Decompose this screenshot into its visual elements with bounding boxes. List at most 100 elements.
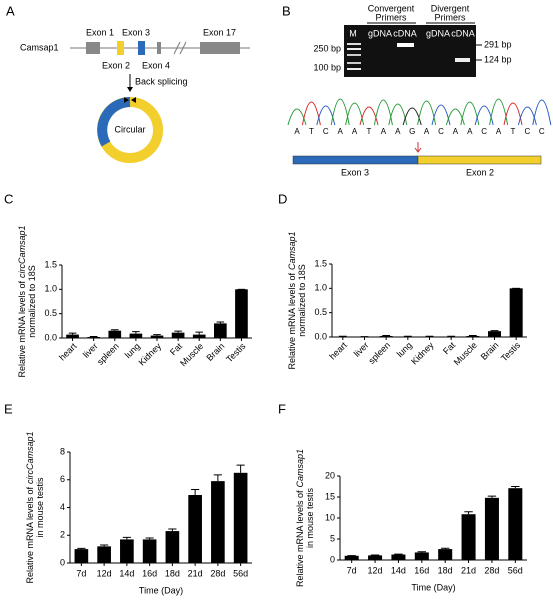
- error-bar: [195, 331, 204, 335]
- x-tick-label: 18d: [438, 565, 453, 575]
- exon-label: Exon 3: [341, 167, 369, 177]
- x-tick-label: Muscle: [178, 341, 205, 368]
- trace-peak: [359, 106, 379, 126]
- break-mark: [173, 41, 181, 55]
- y-axis-label-part: normalized to 18S: [297, 264, 307, 337]
- y-axis-label-part: Relative mRNA levels of: [25, 486, 35, 583]
- bar: [461, 514, 476, 560]
- bar: [509, 288, 523, 337]
- x-tick-label: heart: [57, 341, 79, 363]
- junction-arrow: [414, 142, 422, 153]
- x-tick-label: 16d: [414, 565, 429, 575]
- exon-box: [157, 42, 161, 54]
- error-bar: [417, 551, 427, 553]
- y-tick-label: 0: [330, 554, 335, 564]
- base-label: A: [424, 127, 430, 136]
- base-label: T: [367, 127, 372, 136]
- x-tick-label: Muscle: [452, 340, 479, 367]
- base-label: G: [409, 127, 415, 136]
- trace-peak: [445, 108, 465, 126]
- base-label: T: [511, 127, 516, 136]
- trace-peak: [474, 105, 494, 126]
- y-tick-label: 20: [325, 470, 335, 480]
- exon-box: [117, 41, 124, 55]
- x-tick-label: Kidney: [137, 341, 164, 368]
- bar: [129, 333, 143, 338]
- error-bar: [122, 536, 131, 540]
- base-label: A: [352, 127, 358, 136]
- gel-band: [397, 43, 414, 47]
- exon-label: Exon 3: [122, 27, 150, 37]
- exon-box: [86, 42, 100, 54]
- gel-band: [347, 48, 361, 50]
- trace-peak: [532, 99, 552, 126]
- bar: [211, 481, 225, 563]
- bar: [508, 488, 523, 560]
- error-bar: [191, 488, 200, 496]
- error-bar: [213, 474, 222, 482]
- error-bar: [440, 547, 450, 550]
- bar: [171, 332, 185, 338]
- exon-bar: [292, 155, 419, 165]
- arrow-head: [127, 87, 133, 92]
- bar: [368, 555, 383, 560]
- error-bar: [174, 330, 182, 333]
- bar: [120, 539, 134, 563]
- base-label: C: [525, 127, 531, 136]
- exon-label: Exon 17: [203, 27, 236, 37]
- arrow-label: Back splicing: [135, 76, 188, 86]
- y-axis-label-part: Relative mRNA levels of: [17, 280, 27, 377]
- primer-label: Divergent: [431, 3, 470, 13]
- x-tick-label: Kidney: [409, 340, 436, 367]
- base-label: C: [481, 127, 487, 136]
- y-tick-label: 0.5: [44, 308, 57, 318]
- x-tick-label: Testis: [224, 341, 248, 365]
- y-tick-label: 1.0: [44, 284, 57, 294]
- product-label: 124 bp: [484, 54, 512, 64]
- error-bar: [168, 528, 177, 532]
- bar: [379, 336, 393, 337]
- trace-peak: [287, 108, 307, 126]
- exon-label: Exon 2: [466, 167, 494, 177]
- error-bar: [110, 329, 119, 331]
- y-tick-label: 10: [325, 512, 335, 522]
- y-axis-label-gene: circCamsap1: [25, 431, 35, 484]
- x-tick-label: 28d: [210, 568, 225, 578]
- y-tick-label: 4: [60, 502, 65, 512]
- base-label: A: [381, 127, 387, 136]
- x-tick-label: Testis: [499, 340, 523, 364]
- y-tick-label: 0: [60, 557, 65, 567]
- y-axis-label-part: Relative mRNA levels of: [295, 490, 305, 587]
- x-tick-label: 12d: [97, 568, 112, 578]
- y-axis-label-gene: circCamsap1: [17, 225, 27, 278]
- trace-peak: [316, 105, 336, 126]
- base-label: A: [467, 127, 473, 136]
- panel-letter: D: [278, 191, 287, 206]
- primer-mark: [124, 97, 136, 103]
- x-tick-label: 28d: [484, 565, 499, 575]
- bar: [414, 552, 429, 560]
- bar: [214, 323, 227, 338]
- gel: [344, 25, 476, 77]
- y-axis-label-gene: Camsap1: [295, 449, 305, 488]
- y-tick-label: 8: [60, 446, 65, 456]
- primer-label: Primers: [376, 12, 407, 22]
- x-tick-label: 18d: [165, 568, 180, 578]
- exon-box: [200, 42, 240, 54]
- base-label: A: [294, 127, 300, 136]
- x-tick-label: liver: [352, 340, 371, 359]
- error-bar: [77, 547, 86, 550]
- bar: [438, 549, 453, 560]
- gel-band: [347, 68, 361, 70]
- bar: [97, 546, 111, 563]
- x-tick-label: Fat: [441, 340, 458, 357]
- bar: [87, 337, 100, 338]
- panel-letter: C: [4, 191, 13, 206]
- error-bar: [236, 464, 245, 473]
- lane-label: M: [349, 28, 357, 38]
- circle-label: Circular: [114, 124, 145, 134]
- y-tick-label: 1.0: [314, 283, 327, 293]
- bar: [192, 334, 206, 338]
- panel-letter: A: [6, 3, 15, 18]
